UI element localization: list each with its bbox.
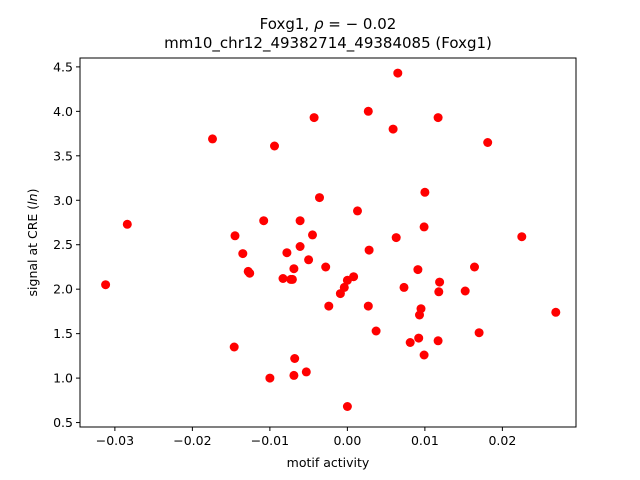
x-tick-label: −0.02 xyxy=(173,433,211,448)
y-tick-label: 2.0 xyxy=(53,282,73,297)
chart-title-line1: Foxg1, ρ = − 0.02 xyxy=(260,15,397,33)
y-axis-label: signal at CRE (ln) xyxy=(25,189,40,297)
data-point xyxy=(245,268,255,278)
data-point xyxy=(434,287,444,297)
data-point xyxy=(208,134,217,144)
data-point xyxy=(301,367,311,377)
data-point xyxy=(342,402,352,411)
y-tick-label: 4.5 xyxy=(53,59,73,74)
data-point xyxy=(483,138,493,147)
data-point xyxy=(315,193,324,203)
data-point xyxy=(517,232,527,242)
data-point xyxy=(371,326,381,336)
data-point xyxy=(364,245,374,255)
data-point xyxy=(230,231,240,241)
data-point xyxy=(399,282,409,292)
x-tick-label: −0.03 xyxy=(96,433,134,448)
data-point xyxy=(363,106,373,116)
data-point xyxy=(393,68,403,78)
data-point xyxy=(122,219,132,229)
data-point xyxy=(321,262,331,272)
y-tick-label: 1.0 xyxy=(53,371,73,386)
data-point xyxy=(433,336,443,346)
y-axis-ticks: 0.5 1.0 1.5 2.0 2.5 3.0 3.5 4.0 4.5 xyxy=(53,59,80,430)
data-point xyxy=(353,206,362,216)
plot-frame xyxy=(79,57,577,428)
data-point xyxy=(342,275,352,285)
data-point xyxy=(551,307,561,317)
data-point xyxy=(388,124,398,134)
data-point xyxy=(414,333,424,343)
data-point xyxy=(289,370,299,380)
points-layer xyxy=(101,68,561,411)
chart-title-line2: mm10_chr12_49382714_49384085 (Foxg1) xyxy=(164,34,492,53)
y-tick-label: 3.5 xyxy=(53,148,73,163)
data-point xyxy=(420,187,430,197)
data-point xyxy=(433,113,443,123)
x-axis-label: motif activity xyxy=(287,455,370,470)
data-point xyxy=(435,277,445,287)
data-point xyxy=(405,338,415,347)
data-point xyxy=(363,301,373,311)
data-point xyxy=(265,373,275,383)
data-point xyxy=(419,350,429,360)
data-point xyxy=(419,222,429,232)
data-point xyxy=(309,113,319,123)
data-point xyxy=(282,248,292,258)
data-point xyxy=(295,242,305,251)
data-point xyxy=(238,249,248,259)
y-tick-label: 2.5 xyxy=(53,237,73,252)
data-point xyxy=(470,262,479,272)
x-tick-label: 0.02 xyxy=(488,433,516,448)
data-point xyxy=(229,342,239,352)
x-tick-label: 0.01 xyxy=(411,433,439,448)
data-point xyxy=(413,265,423,275)
y-tick-label: 1.5 xyxy=(53,326,73,341)
data-point xyxy=(324,301,334,311)
data-point xyxy=(295,216,305,226)
data-point xyxy=(101,280,111,290)
data-point xyxy=(304,255,314,265)
data-point xyxy=(278,274,288,283)
data-point xyxy=(308,230,317,240)
y-tick-label: 3.0 xyxy=(53,193,73,208)
data-point xyxy=(460,286,470,296)
y-tick-label: 4.0 xyxy=(53,104,73,119)
data-point xyxy=(270,141,279,151)
data-point xyxy=(289,264,299,274)
data-point xyxy=(287,274,297,284)
x-tick-label: −0.01 xyxy=(251,433,289,448)
x-axis-ticks: −0.03 −0.02 −0.01 0.00 0.01 0.02 xyxy=(96,427,516,448)
y-tick-label: 0.5 xyxy=(53,415,73,430)
x-tick-label: 0.00 xyxy=(333,433,361,448)
data-point xyxy=(474,328,484,338)
data-point xyxy=(335,289,345,299)
data-point xyxy=(259,216,269,226)
data-point xyxy=(290,354,300,363)
data-point xyxy=(415,310,424,320)
data-point xyxy=(391,233,401,243)
